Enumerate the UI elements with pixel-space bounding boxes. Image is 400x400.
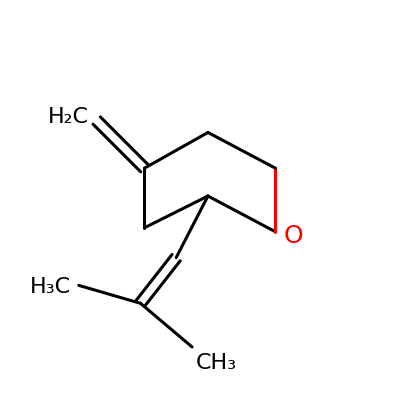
- Text: H₂C: H₂C: [48, 106, 89, 126]
- Text: H₃C: H₃C: [30, 277, 71, 297]
- Text: CH₃: CH₃: [196, 353, 237, 373]
- Text: O: O: [284, 224, 303, 248]
